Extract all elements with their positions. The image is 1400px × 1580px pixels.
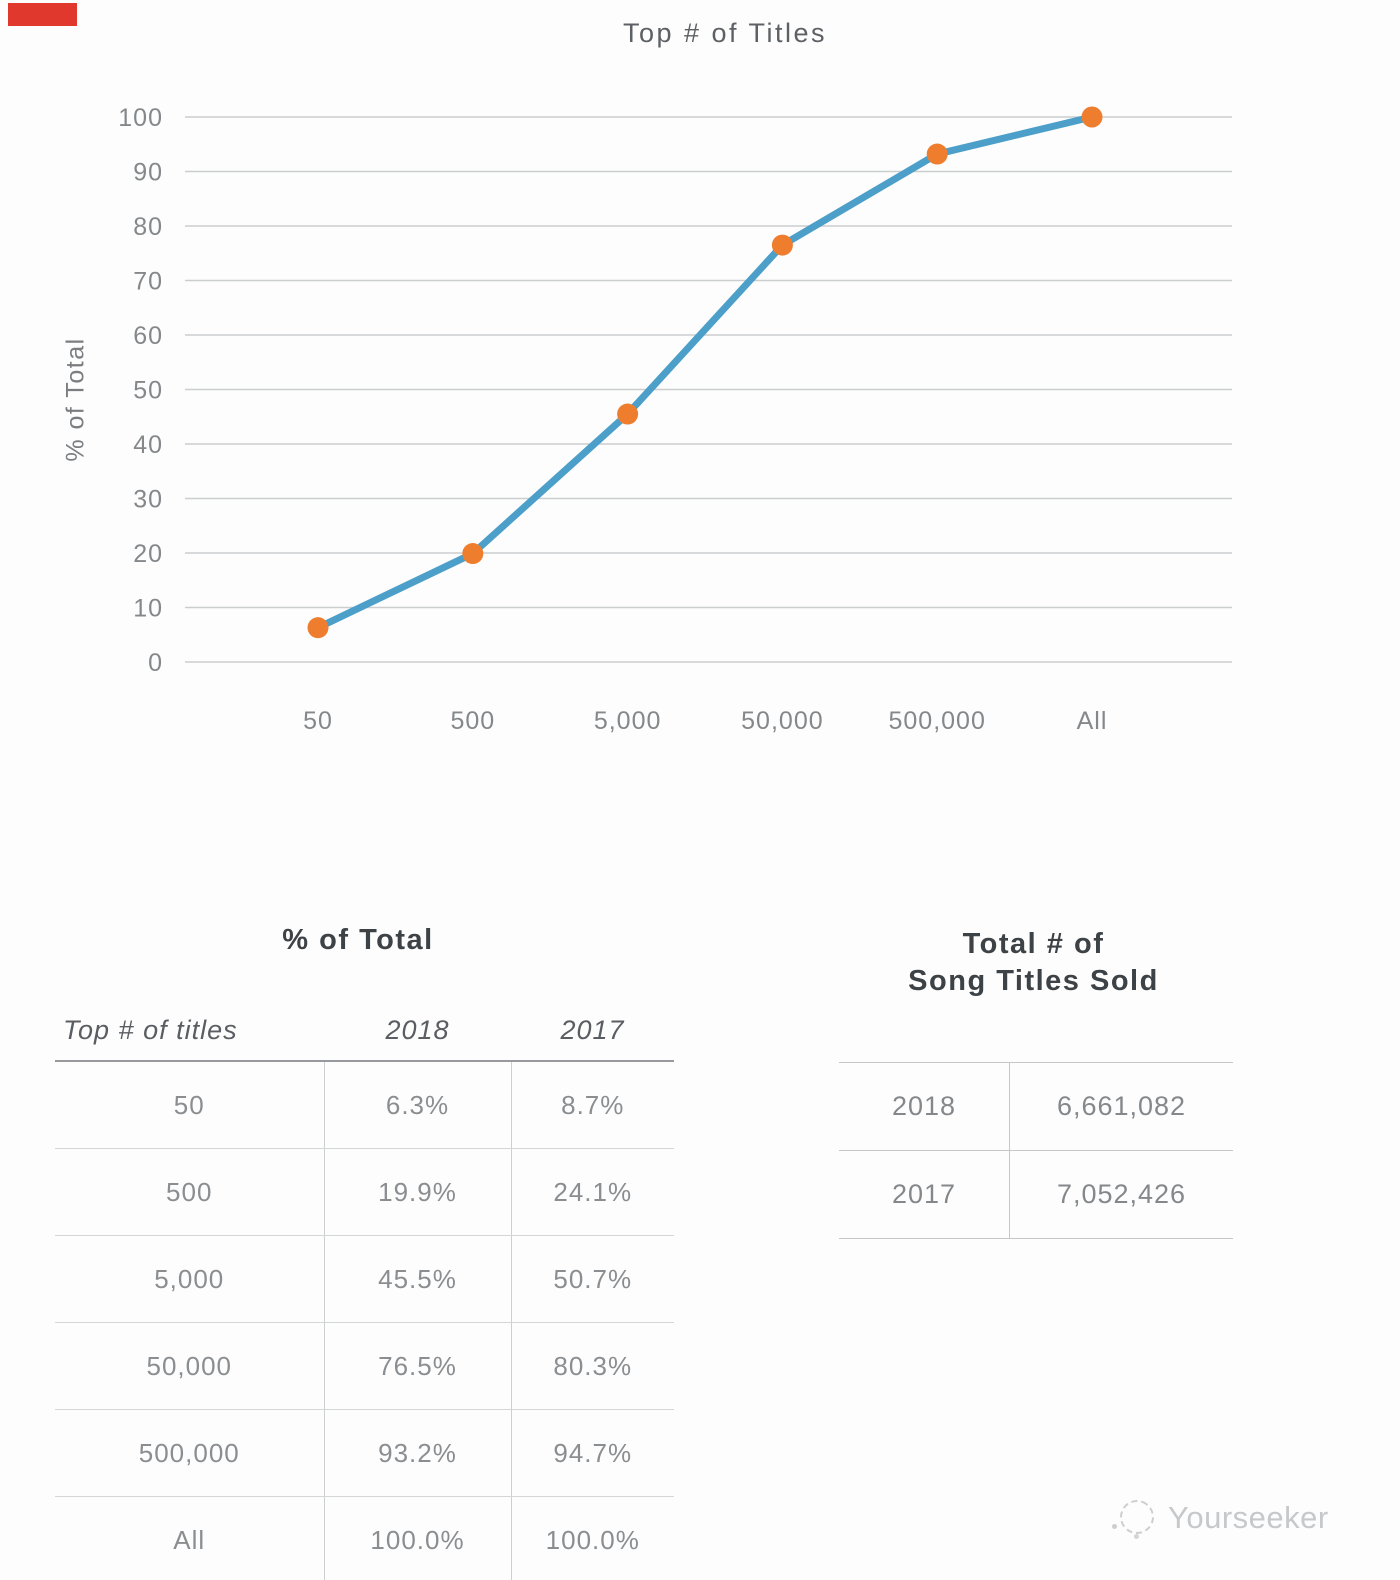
table-cell: 5,000: [55, 1235, 325, 1323]
data-point-marker: [1081, 106, 1103, 128]
data-point-marker: [307, 617, 329, 639]
x-tick-label: 5,000: [594, 707, 662, 735]
x-tick-label: 50,000: [741, 707, 823, 735]
table-row: 2017 7,052,426: [839, 1150, 1233, 1239]
table-cell: 93.2%: [324, 1409, 512, 1497]
table-cell: 6.3%: [324, 1061, 512, 1149]
watermark: Yourseeker: [1112, 1495, 1329, 1539]
pct-table-title: % of Total: [282, 924, 434, 956]
table-cell: 500,000: [55, 1409, 325, 1497]
y-tick-label: 100: [118, 104, 163, 132]
x-tick-label: 500: [450, 707, 495, 735]
table-cell: 50.7%: [511, 1235, 674, 1323]
table-row: 2018 6,661,082: [839, 1062, 1233, 1151]
table-cell: 500: [55, 1148, 325, 1236]
table-cell: 8.7%: [511, 1061, 674, 1149]
table-cell: 100.0%: [324, 1496, 512, 1580]
y-tick-label: 40: [133, 431, 163, 459]
totals-table: 2018 6,661,082 2017 7,052,426: [839, 1062, 1233, 1239]
x-tick-label: All: [1077, 707, 1108, 735]
red-corner-marker: [8, 3, 77, 26]
y-tick-label: 30: [133, 486, 163, 514]
y-tick-label: 10: [133, 595, 163, 623]
yourseeker-logo-icon: [1112, 1495, 1159, 1539]
column-header-2017: 2017: [511, 1000, 674, 1062]
data-point-marker: [617, 403, 639, 425]
data-point-marker: [926, 143, 948, 165]
table-row: 500 19.9% 24.1%: [55, 1148, 674, 1236]
table-cell: 50: [55, 1061, 325, 1149]
y-tick-label: 50: [133, 377, 163, 405]
table-cell-total: 6,661,082: [1009, 1062, 1233, 1151]
y-tick-label: 80: [133, 213, 163, 241]
table-cell: 94.7%: [511, 1409, 674, 1497]
y-tick-label: 60: [133, 322, 163, 350]
x-tick-label: 50: [303, 707, 333, 735]
table-cell-year: 2018: [839, 1062, 1010, 1151]
table-cell: All: [55, 1496, 325, 1580]
table-row: 50,000 76.5% 80.3%: [55, 1322, 674, 1410]
table-cell: 80.3%: [511, 1322, 674, 1410]
table-cell: 19.9%: [324, 1148, 512, 1236]
table-cell: 50,000: [55, 1322, 325, 1410]
pct-table-header-row: Top # of titles 2018 2017: [55, 1000, 674, 1062]
totals-table-title: Total # of Song Titles Sold: [839, 926, 1228, 1000]
x-tick-label: 500,000: [889, 707, 986, 735]
column-header-top-titles: Top # of titles: [55, 1000, 324, 1062]
watermark-label: Yourseeker: [1168, 1500, 1329, 1535]
data-point-marker: [771, 234, 793, 256]
table-cell: 76.5%: [324, 1322, 512, 1410]
data-point-marker: [462, 543, 484, 565]
table-cell: 24.1%: [511, 1148, 674, 1236]
table-cell: 45.5%: [324, 1235, 512, 1323]
y-tick-label: 70: [133, 268, 163, 296]
table-cell-year: 2017: [839, 1150, 1010, 1239]
chart-title: Top # of Titles: [622, 18, 828, 48]
y-tick-label: 0: [148, 649, 163, 677]
series-line-2018: [314, 113, 1096, 632]
totals-title-line1: Total # of: [962, 928, 1105, 960]
column-header-2018: 2018: [324, 1000, 511, 1062]
line-chart: 0 10 20 30 40 50 60 70 80 90 100 50 500 5,000 50,000 50…: [118, 104, 1232, 735]
table-row: 50 6.3% 8.7%: [55, 1061, 674, 1149]
table-row: 500,000 93.2% 94.7%: [55, 1409, 674, 1497]
table-row: 5,000 45.5% 50.7%: [55, 1235, 674, 1323]
table-cell: 100.0%: [511, 1496, 674, 1580]
totals-title-line2: Song Titles Sold: [908, 965, 1159, 997]
y-tick-label: 20: [133, 540, 163, 568]
table-row: All 100.0% 100.0%: [55, 1496, 674, 1580]
pct-table: Top # of titles 2018 2017 50 6.3% 8.7% 500 1…: [55, 1000, 674, 1580]
y-tick-label: 90: [133, 159, 163, 187]
table-cell-total: 7,052,426: [1009, 1150, 1233, 1239]
